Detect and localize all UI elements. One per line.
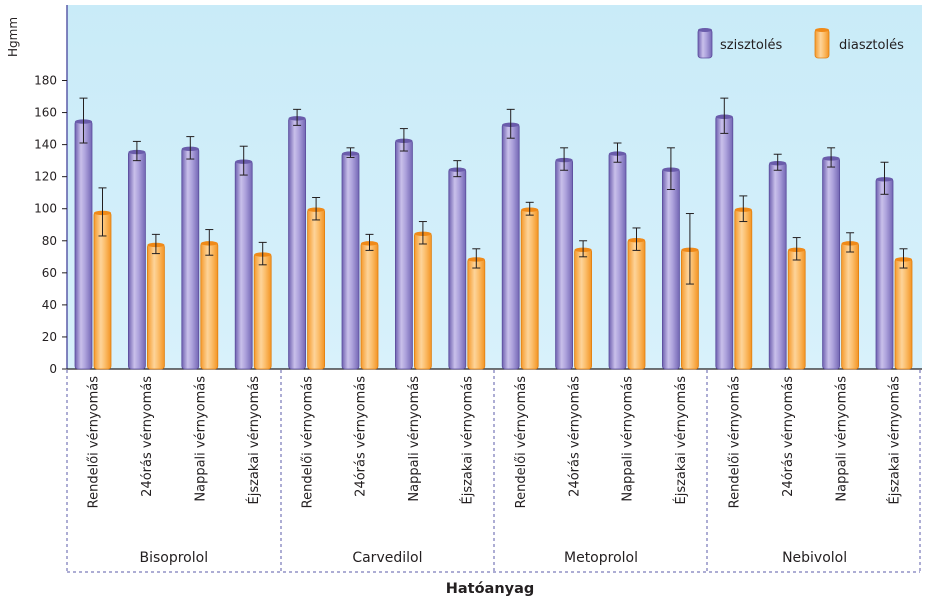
y-tick-label: 60 bbox=[42, 266, 57, 280]
group-label: Nebivolol bbox=[782, 550, 847, 566]
legend-swatch-diastolic-top bbox=[815, 28, 829, 32]
x-tick-label: Éjszakai vérnyomás bbox=[246, 376, 262, 505]
bar-systolic bbox=[288, 116, 307, 370]
bar-systolic bbox=[555, 158, 573, 370]
legend-label-systolic: szisztolés bbox=[720, 38, 782, 53]
y-tick-label: 180 bbox=[34, 74, 57, 88]
y-tick-label: 120 bbox=[34, 170, 57, 184]
legend-swatch-diastolic bbox=[814, 28, 830, 59]
bar-systolic bbox=[608, 152, 627, 370]
bar-systolic bbox=[448, 168, 467, 370]
y-tick-label: 100 bbox=[34, 202, 57, 216]
legend-swatch-systolic-top bbox=[698, 28, 712, 32]
y-tick-label: 160 bbox=[34, 106, 57, 120]
x-tick-label: Nappali vérnyomás bbox=[621, 376, 636, 502]
bar-systolic bbox=[875, 177, 894, 370]
x-tick-label: 24órás vérnyomás bbox=[140, 376, 155, 497]
bar-systolic bbox=[822, 157, 840, 370]
bar-diastolic bbox=[200, 241, 219, 370]
bar-systolic bbox=[234, 160, 253, 370]
y-tick-label: 80 bbox=[42, 234, 57, 248]
y-axis-label: Hgmm bbox=[6, 17, 20, 57]
bar-diastolic bbox=[520, 208, 539, 370]
x-tick-label: Rendelői vérnyomás bbox=[87, 376, 102, 509]
x-tick-label: Éjszakai vérnyomás bbox=[673, 376, 689, 505]
bar-diastolic bbox=[467, 258, 486, 370]
x-tick-label: Rendelői vérnyomás bbox=[728, 376, 743, 509]
bar-systolic bbox=[127, 150, 146, 370]
group-label: Carvedilol bbox=[352, 550, 422, 566]
bar-systolic bbox=[341, 152, 360, 370]
bar-diastolic bbox=[734, 208, 753, 370]
x-axis-title: Hatóanyag bbox=[446, 581, 535, 597]
y-tick-label: 20 bbox=[42, 330, 57, 344]
bar-diastolic bbox=[360, 241, 379, 370]
x-tick-label: Rendelői vérnyomás bbox=[300, 376, 315, 509]
bar-diastolic bbox=[894, 258, 913, 370]
bar-diastolic bbox=[307, 208, 326, 370]
group-label: Metoprolol bbox=[564, 550, 638, 566]
y-tick-label: 0 bbox=[49, 362, 57, 376]
x-tick-label: Éjszakai vérnyomás bbox=[460, 376, 476, 505]
bar-diastolic bbox=[627, 238, 646, 370]
x-tick-label: Nappali vérnyomás bbox=[407, 376, 422, 502]
bar-diastolic bbox=[146, 243, 165, 370]
legend-label-diastolic: diasztolés bbox=[839, 38, 904, 53]
bar-systolic bbox=[181, 147, 200, 370]
bar-systolic bbox=[394, 139, 413, 370]
group-label: Bisoprolol bbox=[139, 550, 208, 566]
bar-systolic bbox=[768, 161, 787, 370]
legend: szisztolés diasztolés bbox=[697, 28, 904, 59]
bar-diastolic bbox=[841, 241, 859, 370]
legend-swatch-systolic bbox=[697, 28, 713, 59]
bar-systolic bbox=[501, 123, 520, 370]
x-tick-label: Nappali vérnyomás bbox=[834, 376, 849, 502]
bar-diastolic bbox=[253, 253, 272, 370]
bar-systolic bbox=[715, 115, 734, 370]
y-tick-label: 140 bbox=[34, 138, 57, 152]
bar-systolic bbox=[662, 168, 680, 370]
x-tick-label: 24órás vérnyomás bbox=[781, 376, 796, 497]
bar-diastolic bbox=[787, 248, 806, 370]
x-tick-label: Rendelői vérnyomás bbox=[514, 376, 529, 509]
x-tick-label: 24órás vérnyomás bbox=[354, 376, 369, 497]
y-tick-label: 40 bbox=[42, 298, 57, 312]
bar-systolic bbox=[74, 120, 93, 370]
x-tick-label: 24órás vérnyomás bbox=[567, 376, 582, 497]
bar-diastolic bbox=[574, 248, 592, 370]
x-tick-label: Nappali vérnyomás bbox=[194, 376, 209, 502]
x-tick-label: Éjszakai vérnyomás bbox=[887, 376, 903, 505]
bar-diastolic bbox=[413, 232, 432, 370]
